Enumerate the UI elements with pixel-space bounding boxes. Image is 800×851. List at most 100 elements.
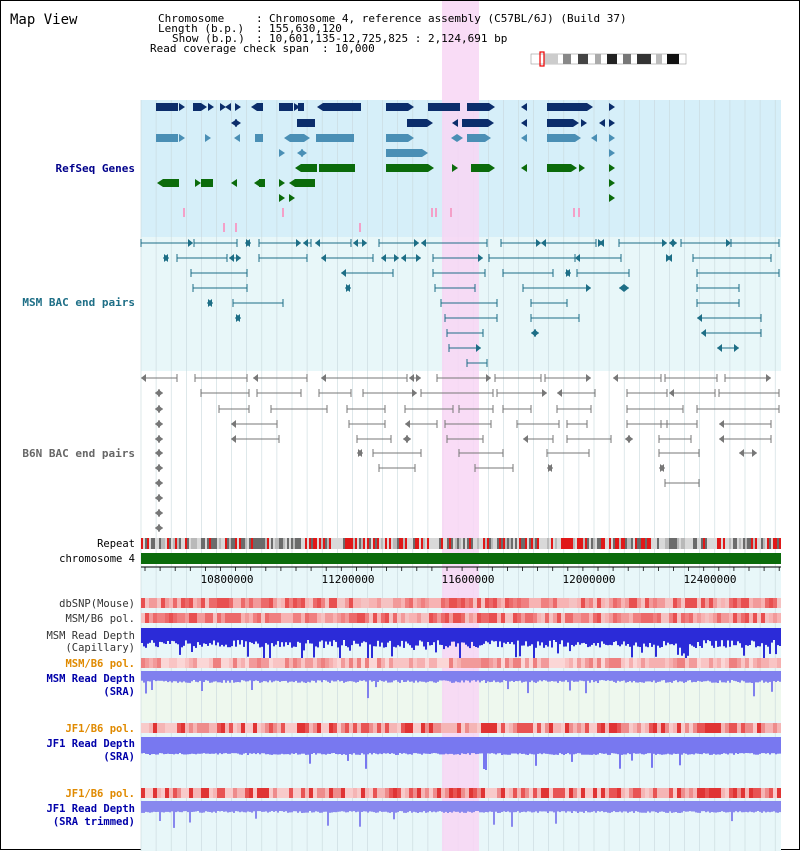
heat-cell <box>165 723 169 733</box>
depth-bar <box>455 671 457 682</box>
track-label-jf1-b6-pol[interactable]: JF1/B6 pol. <box>65 723 135 735</box>
heat-cell <box>145 598 149 608</box>
depth-bar <box>775 737 777 755</box>
jf1-depth-trimmed[interactable] <box>141 801 781 828</box>
jf1-b6-pol-strip-2[interactable] <box>141 788 781 798</box>
heat-cell <box>709 658 713 668</box>
depth-bar <box>673 801 675 813</box>
heat-cell <box>485 658 489 668</box>
bac-end-left <box>701 329 706 337</box>
heat-cell <box>297 723 301 733</box>
chromosome-ideogram[interactable] <box>530 51 687 67</box>
track-label-refseq[interactable]: RefSeq Genes <box>56 162 135 175</box>
msm-depth-sra[interactable] <box>141 671 781 699</box>
heat-cell <box>713 598 717 608</box>
depth-bar <box>561 801 563 812</box>
depth-bar <box>429 628 431 646</box>
selection-highlight[interactable] <box>442 1 479 851</box>
depth-bar <box>579 737 581 754</box>
depth-bar <box>285 671 287 681</box>
depth-bar <box>733 737 735 755</box>
heat-cell <box>257 598 261 608</box>
heat-cell <box>365 788 369 798</box>
repeat-element <box>279 538 281 549</box>
heat-cell <box>673 658 677 668</box>
depth-bar <box>497 671 499 682</box>
heat-cell <box>561 658 565 668</box>
heat-cell <box>605 788 609 798</box>
heat-cell <box>657 788 661 798</box>
repeat-element <box>347 538 349 549</box>
heat-cell <box>349 723 353 733</box>
depth-bar <box>575 628 577 645</box>
heat-cell <box>493 723 497 733</box>
track-label-msm-b6-pol[interactable]: MSM/B6 pol. <box>65 613 135 625</box>
depth-bar <box>403 628 405 648</box>
track-label-jf1-depth[interactable]: JF1 Read Depth <box>46 738 135 750</box>
heat-cell <box>705 788 709 798</box>
track-label-msm-depth-sra[interactable]: MSM Read Depth <box>46 673 135 685</box>
heat-cell <box>317 613 321 623</box>
depth-bar <box>173 737 175 755</box>
dbsnp-strip[interactable] <box>141 598 781 608</box>
repeat-track[interactable] <box>141 538 781 549</box>
track-label-b6n-bac[interactable]: B6N BAC end pairs <box>22 447 135 460</box>
repeat-element <box>167 538 169 549</box>
track-label-jf1-trimmed[interactable]: JF1 Read Depth <box>46 803 135 815</box>
depth-bar <box>629 737 631 755</box>
msm-b6-pol-strip[interactable] <box>141 613 781 623</box>
repeat-element <box>639 538 641 549</box>
depth-bar <box>671 628 673 645</box>
heat-cell <box>545 658 549 668</box>
repeat-element <box>591 538 593 549</box>
refseq-genes-track[interactable] <box>156 103 615 232</box>
heat-cell <box>521 598 525 608</box>
track-label-repeat[interactable]: Repeat <box>97 538 135 550</box>
heat-cell <box>345 658 349 668</box>
depth-bar <box>439 628 441 645</box>
track-label-chromosome[interactable]: chromosome 4 <box>59 553 135 565</box>
heat-cell <box>261 788 265 798</box>
depth-bar <box>203 801 205 813</box>
msm-b6-pol-strip-2[interactable] <box>141 658 781 668</box>
b6n-bac-track[interactable] <box>141 374 780 532</box>
jf1-b6-pol-strip[interactable] <box>141 723 781 733</box>
heat-cell <box>433 723 437 733</box>
msm-depth-capillary[interactable] <box>141 628 781 662</box>
depth-bar <box>241 671 243 681</box>
heat-cell <box>421 788 425 798</box>
heat-cell <box>537 598 541 608</box>
track-label-dbsnp[interactable]: dbSNP(Mouse) <box>59 598 135 610</box>
depth-bar <box>771 671 773 692</box>
depth-bar <box>143 737 145 753</box>
track-label-msm-b6-pol-2[interactable]: MSM/B6 pol. <box>65 658 135 670</box>
track-label-jf1-b6-pol-2[interactable]: JF1/B6 pol. <box>65 788 135 800</box>
depth-bar <box>245 737 247 753</box>
depth-bar <box>203 628 205 644</box>
track-label-msm-bac[interactable]: MSM BAC end pairs <box>22 296 135 309</box>
depth-bar <box>563 737 565 755</box>
heat-cell <box>481 723 485 733</box>
depth-bar <box>233 801 235 813</box>
depth-bar <box>717 801 719 813</box>
msm-bac-track[interactable] <box>140 239 780 367</box>
heat-cell <box>241 598 245 608</box>
depth-bar <box>621 737 623 755</box>
gene-arrow-left <box>254 179 260 187</box>
repeat-element <box>401 538 403 549</box>
heat-cell <box>397 723 401 733</box>
jf1-depth-sra[interactable] <box>141 737 781 770</box>
bac-end-right <box>164 254 169 262</box>
track-label-msm-depth-cap[interactable]: MSM Read Depth <box>46 630 135 642</box>
chromosome-bar[interactable] <box>141 553 781 564</box>
depth-bar <box>179 801 181 813</box>
depth-bar <box>379 628 381 647</box>
repeat-element <box>153 538 155 549</box>
depth-bar <box>545 737 547 754</box>
bac-end-right <box>158 509 163 517</box>
depth-bar <box>561 628 563 641</box>
depth-bar <box>545 628 547 646</box>
heat-cell <box>585 598 589 608</box>
depth-bar <box>163 671 165 682</box>
